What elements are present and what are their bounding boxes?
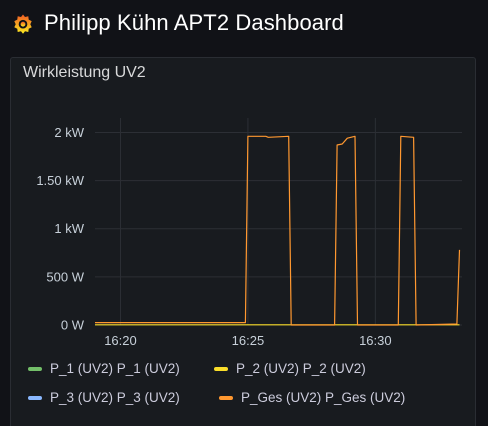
legend-label: P_3 (UV2) P_3 (UV2) (50, 390, 180, 405)
legend-swatch (28, 366, 42, 371)
legend-item[interactable]: P_2 (UV2) P_2 (UV2) (214, 361, 366, 376)
top-bar: Philipp Kühn APT2 Dashboard (0, 0, 488, 50)
x-tick-label: 16:20 (104, 333, 137, 348)
y-tick-label: 500 W (46, 269, 84, 284)
y-tick-label: 0 W (61, 318, 85, 333)
y-tick-label: 1 kW (54, 221, 84, 236)
legend-swatch (219, 395, 233, 400)
legend-item[interactable]: P_Ges (UV2) P_Ges (UV2) (219, 390, 405, 405)
legend-item[interactable]: P_1 (UV2) P_1 (UV2) (28, 361, 180, 376)
x-tick-label: 16:25 (232, 333, 265, 348)
y-tick-label: 1.50 kW (36, 173, 84, 188)
legend-swatch (214, 366, 228, 371)
panel-title[interactable]: Wirkleistung UV2 (23, 64, 146, 81)
dashboard-title[interactable]: Philipp Kühn APT2 Dashboard (44, 10, 344, 35)
grafana-logo-icon[interactable] (11, 12, 35, 36)
series-line (95, 135, 461, 326)
legend-item[interactable]: P_3 (UV2) P_3 (UV2) (28, 390, 180, 405)
chart-panel: Wirkleistung UV2 (10, 57, 476, 426)
y-tick-label: 2 kW (54, 125, 84, 140)
legend-swatch (28, 395, 42, 400)
x-tick-label: 16:30 (359, 333, 392, 348)
legend-label: P_2 (UV2) P_2 (UV2) (236, 361, 366, 376)
legend-label: P_Ges (UV2) P_Ges (UV2) (241, 390, 406, 405)
legend-label: P_1 (UV2) P_1 (UV2) (50, 361, 180, 376)
